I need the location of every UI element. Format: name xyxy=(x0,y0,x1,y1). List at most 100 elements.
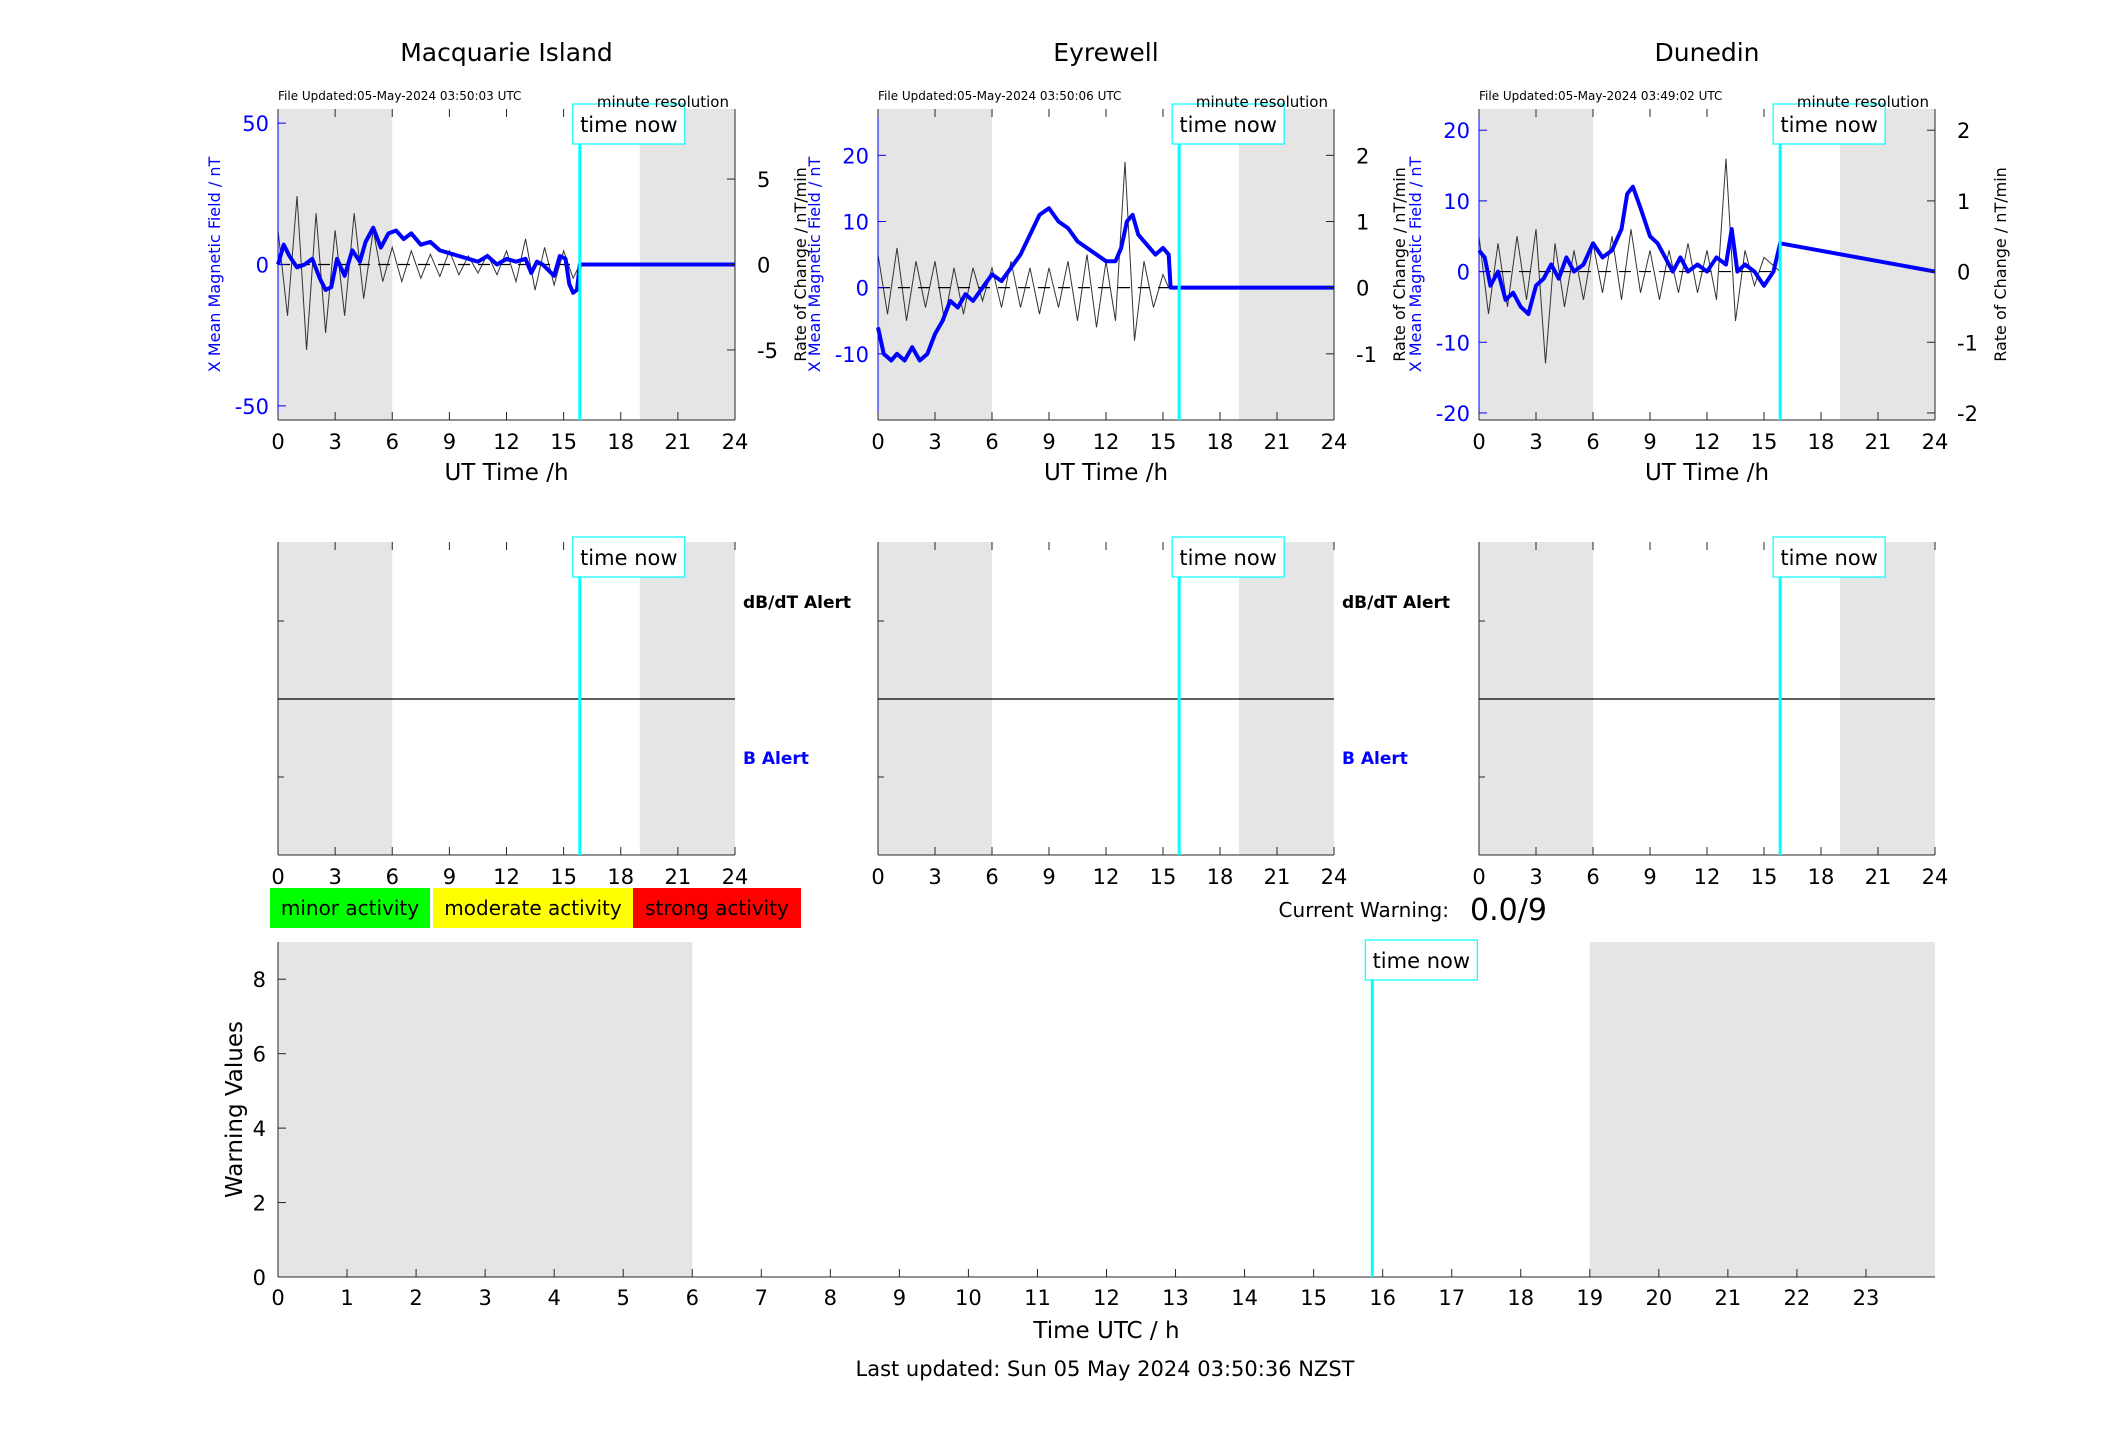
top-panel-3-xtick-label-0: 0 xyxy=(1472,430,1485,454)
alert-panel-2-xtick-label-1: 3 xyxy=(928,865,941,889)
alert-panel-3-time-now-box xyxy=(1772,536,1886,578)
top-panel-2-resolution: minute resolution xyxy=(1196,93,1328,111)
top-panel-2-xtick-label-1: 3 xyxy=(928,430,941,454)
top-panel-3-ylabel: X Mean Magnetic Field / nT xyxy=(1406,157,1425,373)
alert-panel-3-xtick-label-2: 6 xyxy=(1586,865,1599,889)
top-panel-2-xtick-label-8: 24 xyxy=(1321,430,1348,454)
top-panel-3-ytick-label-0: -20 xyxy=(1436,402,1470,426)
top-panel-1-xtick-label-4: 12 xyxy=(493,430,520,454)
alert-panel-3-xtick-label-5: 15 xyxy=(1751,865,1778,889)
top-panel-1-file-updated: File Updated:05-May-2024 03:50:03 UTC xyxy=(278,89,521,103)
top-panel-3-xtick-label-1: 3 xyxy=(1529,430,1542,454)
top-panel-3-ytick-right-label-2: 0 xyxy=(1957,261,1970,285)
top-panel-2-night-shading-0 xyxy=(878,109,992,420)
top-panel-3-time-now-label: time now xyxy=(1780,113,1877,137)
top-panel-3-xtick-label-7: 21 xyxy=(1865,430,1892,454)
top-panel-2-xtick-label-3: 9 xyxy=(1042,430,1055,454)
top-panel-2-xtick-label-4: 12 xyxy=(1093,430,1120,454)
warning-panel-xtick-label-9: 9 xyxy=(893,1286,906,1310)
top-panel-2-ytick-right-label-0: -1 xyxy=(1356,343,1377,367)
alert-panel-2-xtick-label-3: 9 xyxy=(1042,865,1055,889)
top-panel-1-ytick-right-label-0: -5 xyxy=(757,339,778,363)
warning-panel-xtick-label-5: 5 xyxy=(617,1286,630,1310)
top-panel-1-field-line xyxy=(276,225,735,295)
warning-panel-xtick-label-0: 0 xyxy=(271,1286,284,1310)
alert-panel-1-xtick-label-3: 9 xyxy=(443,865,456,889)
top-panel-3-rate-of-change-line xyxy=(1478,158,1781,364)
top-panel-3-ytick-right-label-3: 1 xyxy=(1957,190,1970,214)
warning-panel-xtick-label-8: 8 xyxy=(824,1286,837,1310)
last-updated-text: Last updated: Sun 05 May 2024 03:50:36 N… xyxy=(856,1357,1355,1381)
alert-panel-1-xtick-label-1: 3 xyxy=(328,865,341,889)
top-panel-3-xlabel: UT Time /h xyxy=(1645,460,1769,486)
warning-panel-time-now-label: time now xyxy=(1373,949,1470,973)
top-panel-3-ytick-right-label-1: -1 xyxy=(1957,331,1978,355)
warning-panel-time-now-box xyxy=(1364,939,1478,981)
top-panel-1-xtick-label-0: 0 xyxy=(271,430,284,454)
top-panel-2-night-shading-1 xyxy=(1239,109,1334,420)
top-panel-2-ytick-label-0: -10 xyxy=(835,343,869,367)
warning-panel-xlabel: Time UTC / h xyxy=(1032,1318,1179,1344)
warning-panel-xtick-label-23: 23 xyxy=(1853,1286,1880,1310)
alert-panel-3-time-now-label: time now xyxy=(1780,546,1877,570)
alert-panel-1-xtick-label-5: 15 xyxy=(550,865,577,889)
alert-panel-1-dbdt-alert-label: dB/dT Alert xyxy=(743,593,851,613)
top-panel-1-xtick-label-7: 21 xyxy=(665,430,692,454)
top-panel-2-field-line xyxy=(876,206,1334,363)
alert-panel-3-xtick-label-4: 12 xyxy=(1694,865,1721,889)
alert-panel-1-xtick-label-2: 6 xyxy=(386,865,399,889)
top-panel-3-ytick-label-3: 10 xyxy=(1443,190,1470,214)
alert-panel-1-xtick-label-6: 18 xyxy=(607,865,634,889)
alert-panel-2-time-now-label: time now xyxy=(1179,546,1276,570)
current-warning-label: Current Warning: xyxy=(1279,898,1449,922)
top-panel-2-ytick-right-label-3: 2 xyxy=(1356,144,1369,168)
top-panel-2-ytick-label-3: 20 xyxy=(842,144,869,168)
top-panel-2-ytick-label-1: 0 xyxy=(856,277,869,301)
alert-panel-1-b-alert-label: B Alert xyxy=(743,749,809,769)
top-panel-3-resolution: minute resolution xyxy=(1797,93,1929,111)
top-panel-2-time-now-label: time now xyxy=(1179,113,1276,137)
warning-panel-xtick-label-15: 15 xyxy=(1300,1286,1327,1310)
top-panel-1-resolution: minute resolution xyxy=(597,93,729,111)
warning-panel-night-shading-1 xyxy=(1589,942,1935,1277)
top-panel-3-xtick-label-4: 12 xyxy=(1694,430,1721,454)
top-panel-2-ytick-right-label-1: 0 xyxy=(1356,277,1369,301)
warning-panel-ytick-label-1: 2 xyxy=(253,1192,266,1216)
top-panel-2-file-updated: File Updated:05-May-2024 03:50:06 UTC xyxy=(878,89,1121,103)
top-panel-1-ytick-label-1: 0 xyxy=(256,254,269,278)
top-panel-3-xtick-label-3: 9 xyxy=(1643,430,1656,454)
alert-panel-3-xtick-label-1: 3 xyxy=(1529,865,1542,889)
legend-strong-activity-swatch xyxy=(633,888,801,928)
top-panel-3-ytick-label-1: -10 xyxy=(1436,331,1470,355)
alert-panel-2-xtick-label-8: 24 xyxy=(1321,865,1348,889)
warning-panel-night-shading-0 xyxy=(278,942,693,1277)
top-panel-1-ylabel-right: Rate of Change / nT/min xyxy=(791,167,810,362)
alert-panel-2-xtick-label-5: 15 xyxy=(1150,865,1177,889)
alert-panel-3-xtick-label-0: 0 xyxy=(1472,865,1485,889)
alert-panel-1-xtick-label-0: 0 xyxy=(271,865,284,889)
alert-panel-1-time-now-label: time now xyxy=(580,546,677,570)
warning-panel-xtick-label-10: 10 xyxy=(955,1286,982,1310)
legend-moderate-activity-swatch xyxy=(433,888,633,928)
warning-panel-xtick-label-16: 16 xyxy=(1369,1286,1396,1310)
top-panel-1-xlabel: UT Time /h xyxy=(444,460,568,486)
top-panel-1-xtick-label-6: 18 xyxy=(607,430,634,454)
top-panel-3-xtick-label-2: 6 xyxy=(1586,430,1599,454)
warning-panel-ytick-label-3: 6 xyxy=(253,1043,266,1067)
top-panel-1-ytick-right-label-2: 5 xyxy=(757,168,770,192)
top-panel-2-xtick-label-6: 18 xyxy=(1207,430,1234,454)
warning-panel-ytick-label-0: 0 xyxy=(253,1266,266,1290)
alert-panel-2-time-now-box xyxy=(1171,536,1285,578)
warning-panel-xtick-label-12: 12 xyxy=(1093,1286,1120,1310)
top-panel-2-ytick-right-label-2: 1 xyxy=(1356,210,1369,234)
alert-panel-3-xtick-label-3: 9 xyxy=(1643,865,1656,889)
alert-panel-1-time-now-box xyxy=(572,536,686,578)
top-panel-3-xtick-label-6: 18 xyxy=(1808,430,1835,454)
alert-panel-2-xtick-label-0: 0 xyxy=(871,865,884,889)
top-panel-3-xtick-label-8: 24 xyxy=(1922,430,1949,454)
top-panel-3-ytick-right-label-0: -2 xyxy=(1957,402,1978,426)
legend-minor-activity-swatch xyxy=(270,888,430,928)
warning-panel-xtick-label-17: 17 xyxy=(1438,1286,1465,1310)
alert-panel-3-xtick-label-7: 21 xyxy=(1865,865,1892,889)
alert-panel-2-xtick-label-4: 12 xyxy=(1093,865,1120,889)
